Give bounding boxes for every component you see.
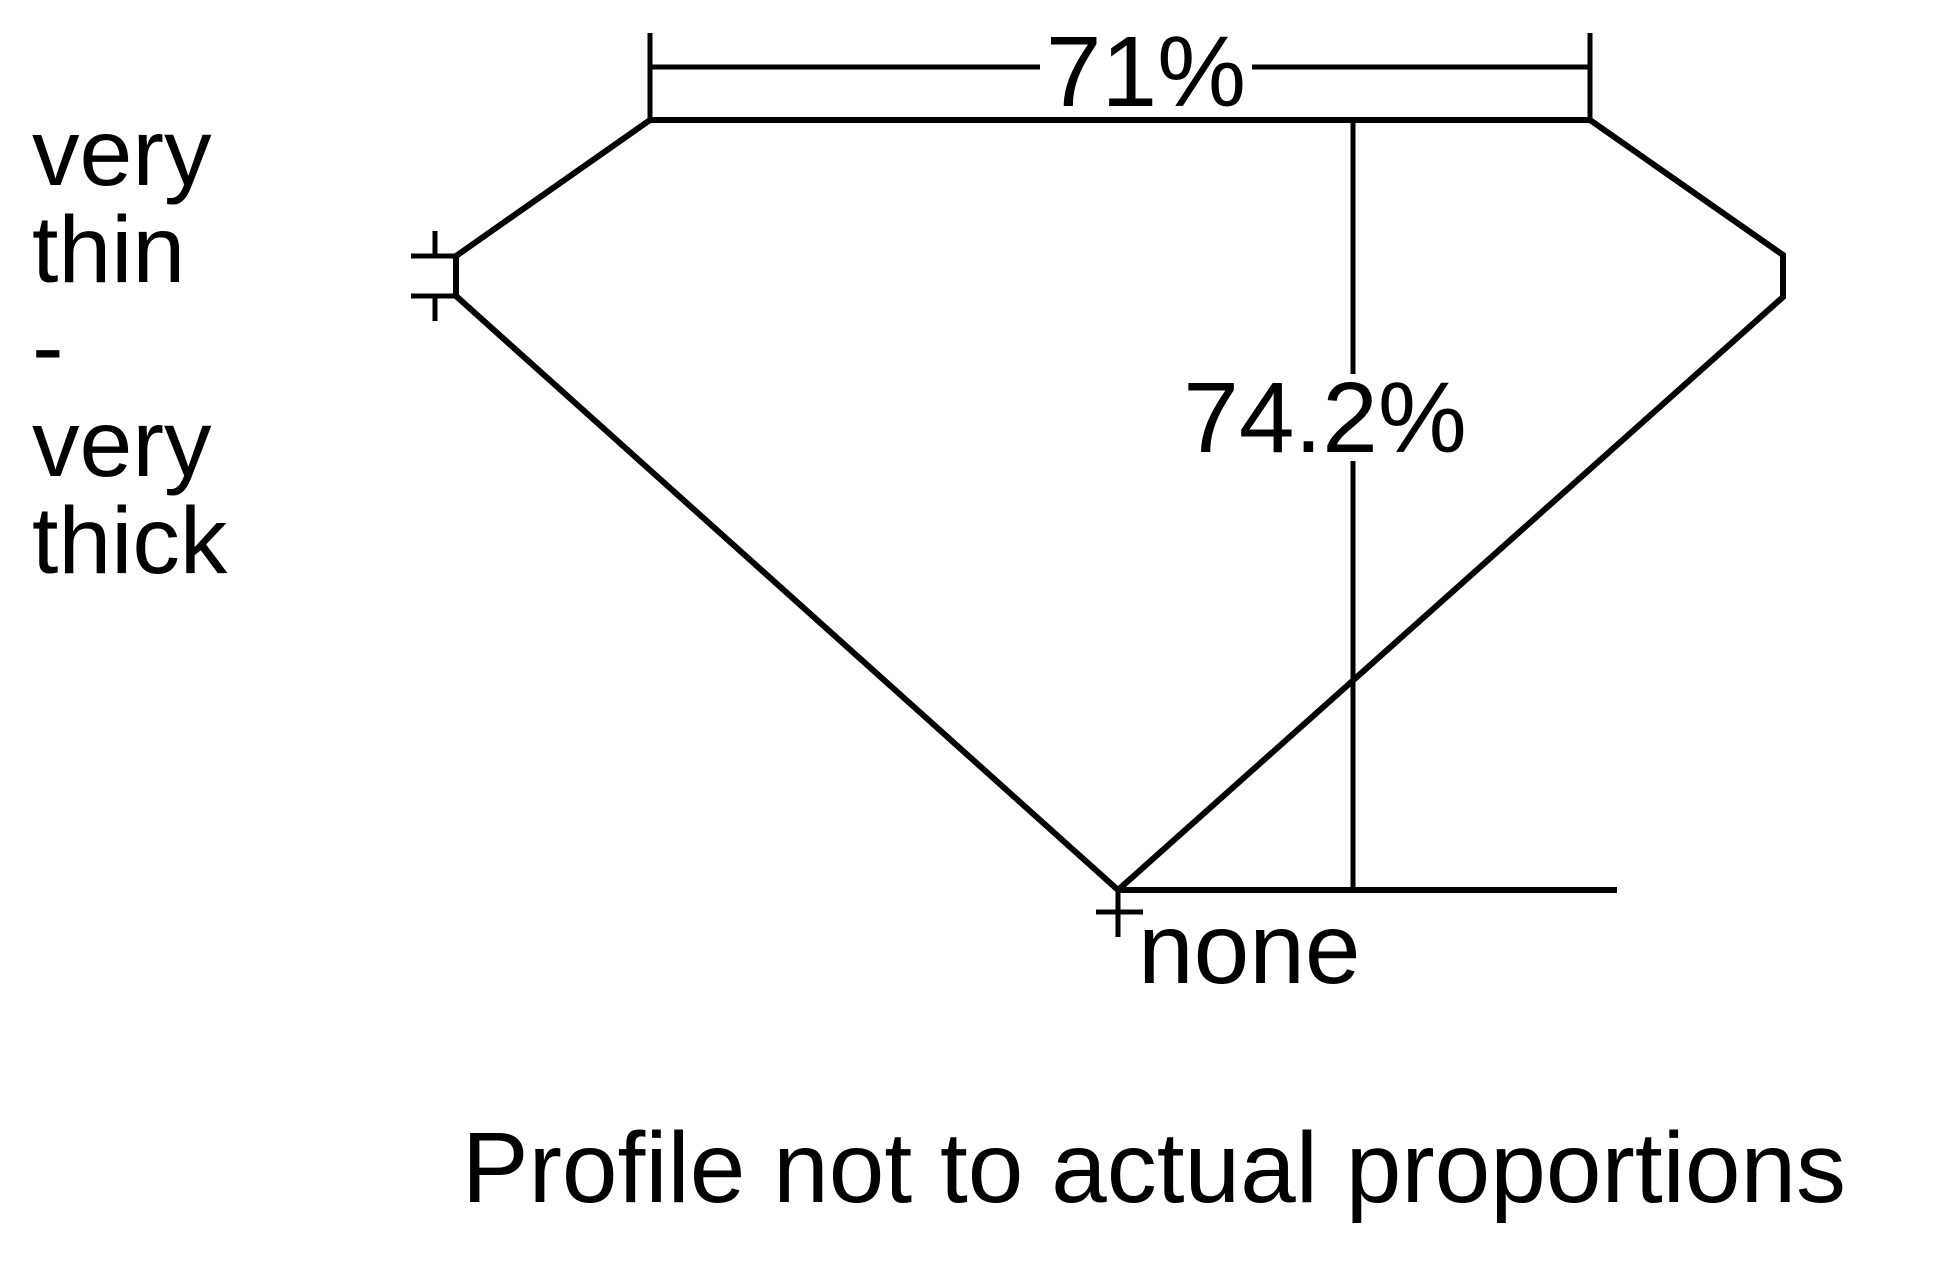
girdle-tick-marks (411, 231, 456, 321)
girdle-label-line-1: very (32, 100, 212, 206)
girdle-label-line-3: - (32, 294, 64, 400)
diamond-outline-polygon (453, 117, 1786, 895)
table-size-label: 71% (1046, 16, 1246, 128)
table-dimension: 71% (647, 16, 1593, 128)
caption: Profile not to actual proportions (462, 1112, 1846, 1224)
girdle-thickness-label: very thin - very thick (32, 100, 238, 594)
culet-tick-marks (1096, 890, 1143, 937)
girdle-label-line-5: thick (32, 488, 228, 594)
depth-dimension: 74.2% (1183, 120, 1467, 890)
culet-size-label: none (1138, 893, 1360, 1005)
depth-percent-label: 74.2% (1183, 362, 1467, 474)
girdle-label-line-2: thin (32, 197, 185, 303)
girdle-label-line-4: very (32, 391, 212, 497)
diamond-outline (453, 117, 1786, 895)
